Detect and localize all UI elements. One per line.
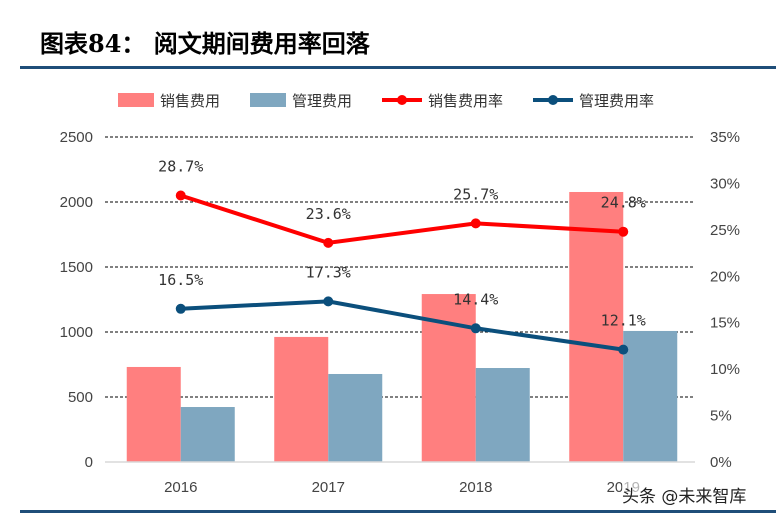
right-axis-tick: 15% — [710, 315, 740, 332]
bar-admin — [180, 407, 235, 462]
bar-admin — [475, 368, 530, 462]
left-axis-tick: 1000 — [60, 324, 93, 341]
data-label: 23.6% — [306, 205, 351, 223]
line-point — [175, 303, 186, 314]
left-axis-tick: 0 — [85, 454, 93, 471]
left-axis-tick: 500 — [68, 389, 93, 406]
right-axis-tick: 5% — [710, 408, 732, 425]
bar-admin — [623, 330, 678, 462]
x-axis-tick: 2017 — [312, 479, 345, 496]
data-label: 28.7% — [158, 158, 203, 176]
legend-swatch — [250, 93, 286, 107]
legend-label: 销售费用 — [160, 92, 220, 110]
left-axis-tick: 2500 — [60, 129, 93, 146]
legend-swatch — [118, 93, 154, 107]
line-point — [618, 344, 629, 355]
watermark: 头条 @未来智库 — [622, 482, 747, 507]
data-label: 14.4% — [453, 290, 498, 308]
line-point — [175, 190, 186, 201]
right-axis-tick: 25% — [710, 222, 740, 239]
data-label: 16.5% — [158, 271, 203, 289]
bar-sales — [274, 336, 329, 462]
data-label: 24.8% — [601, 194, 646, 212]
right-axis-tick: 35% — [710, 129, 740, 146]
bottom-divider — [20, 510, 776, 513]
right-axis-tick: 10% — [710, 361, 740, 378]
x-axis-tick: 2018 — [459, 479, 492, 496]
x-axis-tick: 2016 — [164, 479, 197, 496]
line-admin-rate — [180, 299, 624, 352]
legend-label: 销售费用率 — [428, 92, 503, 110]
legend-label: 管理费用 — [292, 92, 352, 110]
data-label: 12.1% — [601, 312, 646, 330]
bar-sales — [569, 191, 624, 463]
bar-sales — [126, 366, 181, 462]
line-point — [323, 237, 334, 248]
line-point — [323, 296, 334, 307]
title-divider — [20, 66, 776, 69]
right-axis-tick: 0% — [710, 454, 732, 471]
legend-marker — [397, 95, 407, 105]
line-sales-rate — [180, 193, 624, 245]
data-label: 25.7% — [453, 185, 498, 203]
right-axis-tick: 20% — [710, 268, 740, 285]
data-label: 17.3% — [306, 263, 351, 281]
line-point — [470, 218, 481, 229]
legend-label: 管理费用率 — [579, 92, 654, 110]
left-axis-tick: 2000 — [60, 194, 93, 211]
page-title: 图表84： 阅文期间费用率回落 — [40, 29, 370, 58]
right-axis-tick: 30% — [710, 175, 740, 192]
legend-marker — [548, 95, 558, 105]
left-axis-tick: 1500 — [60, 259, 93, 276]
line-point — [470, 323, 481, 334]
bar-admin — [328, 373, 383, 462]
line-point — [618, 226, 629, 237]
